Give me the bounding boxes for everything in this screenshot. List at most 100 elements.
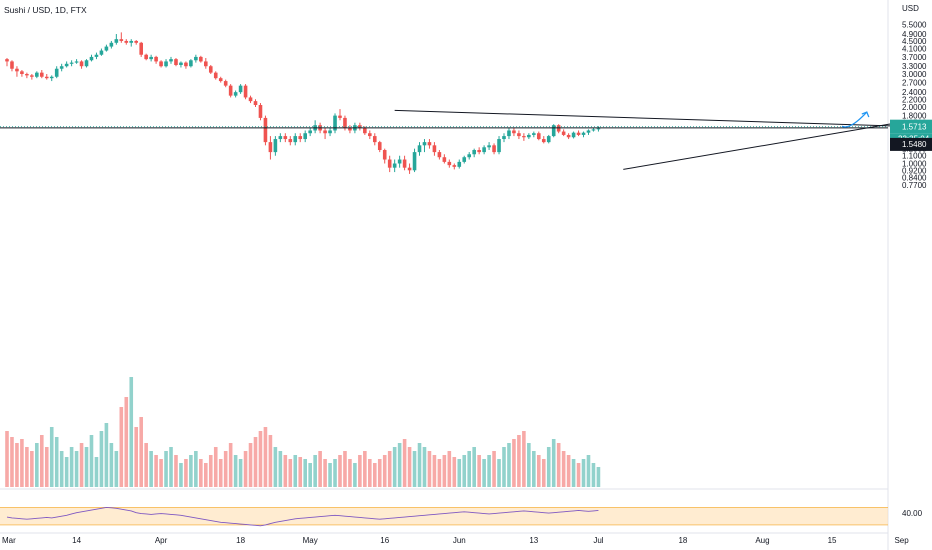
candle-body [74,61,79,63]
volume-bar [561,451,566,487]
volume-bar [303,459,307,487]
volume-bar [54,437,59,487]
volume-bar [546,447,551,487]
price-tick-label: 0.9200 [902,166,927,175]
volume-bar [432,455,437,487]
volume-bar [30,451,34,487]
candle-body [204,61,208,67]
candle-body [462,157,467,162]
volume-bar [64,457,69,487]
candle-body [372,136,377,143]
volume-bar [15,443,19,487]
chart-title: Sushi / USD, 1D, FTX [4,5,87,15]
volume-bar [328,463,332,487]
candle-body [566,134,571,138]
candle-body [189,60,193,67]
price-tick-label: 3.0000 [902,70,927,79]
volume-bar [482,459,486,487]
candle-body [358,125,362,128]
candle-body [348,127,352,131]
candle-body [159,61,163,67]
volume-bar [377,459,382,487]
volume-bar [392,447,397,487]
candle-body [382,150,387,160]
price-tick-label: 2.4000 [902,88,927,97]
candle-body [129,40,134,43]
volume-bar [492,451,496,487]
candle-layer [5,32,601,174]
candle-body [392,163,397,168]
volume-bar [25,447,29,487]
volume-bar [134,427,139,487]
volume-bar [204,463,208,487]
candle-body [541,139,546,143]
date-tick-label: Sep [894,536,909,545]
volume-bar [532,451,536,487]
volume-bar [238,459,243,487]
volume-bar [517,435,521,487]
time-axis[interactable]: Mar14Apr18May16Jun13Jul18Aug15Sep12 [2,536,932,545]
candle-body [343,117,347,128]
volume-bar [323,459,327,487]
candle-body [407,167,412,171]
volume-bar [258,431,263,487]
volume-bar [417,443,422,487]
volume-bar [44,447,49,487]
volume-bar [223,451,228,487]
volume-bar [487,455,491,487]
volume-bar [248,443,253,487]
volume-bar [472,447,476,487]
candle-body [536,133,541,140]
price-axis[interactable]: 5.50004.90004.50004.10003.70003.30003.00… [890,21,932,190]
volume-bar [477,455,481,487]
volume-bar [268,435,273,487]
volume-bar [541,459,546,487]
volume-bar [144,443,148,487]
candle-body [368,133,372,137]
volume-bar [194,451,198,487]
candle-body [59,66,64,69]
volume-bar [39,435,44,487]
volume-bar [343,451,347,487]
volume-bar [179,463,183,487]
volume-bar [372,463,377,487]
volume-bar [184,459,188,487]
volume-bar [114,451,119,487]
projection-arrow-head [861,111,870,118]
volume-bar [129,377,134,487]
currency-label: USD [902,4,919,13]
candle-body [253,101,258,106]
volume-bar [402,439,407,487]
volume-bar [502,447,506,487]
volume-bar [467,451,472,487]
candle-body [248,97,253,102]
candle-body [432,145,437,153]
volume-bar [581,459,586,487]
candle-body [502,136,506,140]
volume-bar [462,455,467,487]
volume-bar [427,451,432,487]
volume-bar [447,451,452,487]
candle-body [104,46,109,51]
volume-bar [363,451,367,487]
candle-body [522,136,526,138]
candle-body [308,130,312,134]
date-tick-label: Mar [2,536,16,545]
candle-body [174,59,178,66]
candle-body [238,85,243,93]
candle-body [99,50,104,55]
candle-body [298,136,303,140]
volume-bar [586,455,591,487]
candle-body [417,145,422,153]
candle-body [134,40,139,43]
candle-body [233,92,238,96]
candle-body [532,133,536,135]
volume-bar [233,455,238,487]
candle-body [213,72,218,79]
candle-body [507,130,511,137]
volume-bar [576,463,581,487]
volume-bar [382,455,387,487]
candle-body [452,165,457,167]
volume-bar [313,455,317,487]
